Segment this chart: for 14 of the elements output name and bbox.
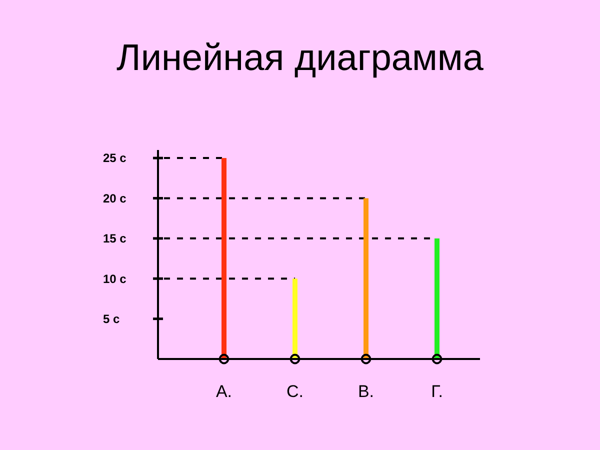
y-tick-label: 10 с: [103, 272, 127, 286]
bar: [434, 238, 440, 359]
chart-title: Линейная диаграмма: [116, 37, 484, 78]
y-tick-label: 25 с: [103, 151, 127, 166]
bar: [222, 158, 226, 359]
x-tick-label: В.: [358, 382, 374, 401]
y-tick-label: 20 с: [103, 191, 127, 206]
x-tick-label: С.: [286, 382, 304, 401]
x-tick-label: А.: [216, 382, 232, 401]
bar: [364, 198, 368, 359]
y-tick-label: 15 с: [103, 232, 127, 246]
x-tick-label: Г.: [431, 382, 443, 401]
bar: [292, 278, 298, 359]
y-tick-label: 5 с: [103, 312, 120, 326]
